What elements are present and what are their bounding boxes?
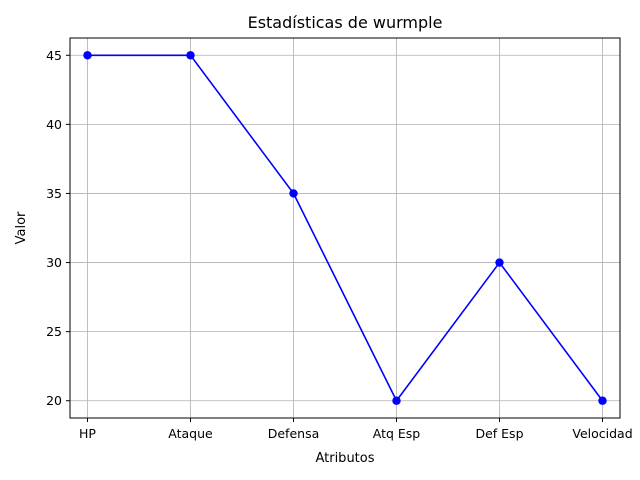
x-tick-label: Atq Esp [373,426,421,441]
x-tick-label: Def Esp [475,426,523,441]
x-tick-label: Ataque [168,426,213,441]
series-layer [83,51,607,405]
data-point-marker [392,396,401,405]
chart-title: Estadísticas de wurmple [248,13,443,32]
y-axis-title: Valor [14,211,29,244]
data-point-marker [186,51,195,60]
y-tick-label: 20 [46,393,62,408]
x-axis-title: Atributos [315,451,374,466]
data-point-marker [598,396,607,405]
tick-layer: HP Ataque Defensa Atq Esp Def Esp Velocidad 20… [46,48,633,441]
x-tick-label: Velocidad [572,426,632,441]
plot-frame [69,37,621,419]
y-tick-label: 30 [46,255,62,270]
x-tick-label: Defensa [268,426,320,441]
data-point-marker [83,51,92,60]
y-tick-label: 25 [46,324,62,339]
series-line [87,54,604,403]
y-tick-label: 45 [46,48,62,63]
y-tick-label: 35 [46,186,62,201]
y-tick-label: 40 [46,117,62,132]
data-point-marker [289,189,298,198]
data-point-marker [495,258,504,267]
x-tick-label: HP [79,426,96,441]
